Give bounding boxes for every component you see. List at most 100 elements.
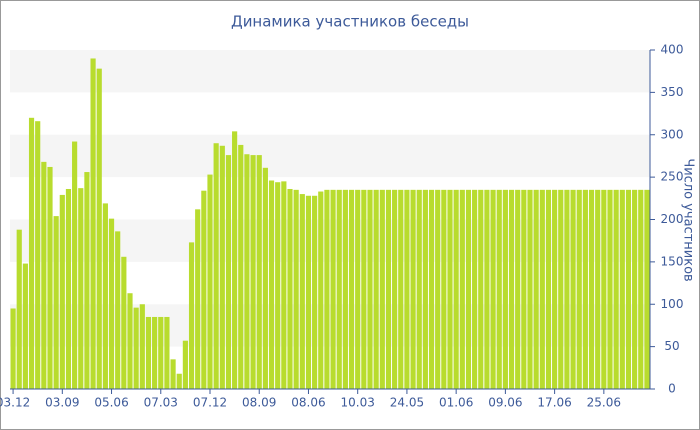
bar (108, 218, 115, 389)
bar (545, 189, 552, 389)
bar (312, 195, 318, 389)
bar (164, 316, 170, 389)
bar (238, 144, 244, 389)
bar (275, 182, 281, 389)
bar (348, 189, 355, 389)
chart-title: Динамика участников беседы (231, 13, 469, 31)
bar (225, 155, 232, 389)
y-tick-label: 150 (661, 254, 684, 268)
bar (416, 189, 422, 389)
bar (53, 216, 59, 389)
bar (459, 189, 465, 389)
bar (133, 307, 139, 389)
bar (564, 189, 570, 389)
bar (201, 190, 207, 389)
bar (515, 189, 521, 389)
bar (72, 141, 78, 389)
bar (588, 189, 595, 389)
x-tick-label: 25.06 (587, 396, 621, 410)
bar (410, 189, 416, 389)
bar (632, 189, 638, 389)
bar (472, 189, 478, 389)
y-tick-label: 350 (661, 85, 684, 99)
bar (262, 167, 268, 389)
bar (96, 68, 102, 390)
bar (115, 231, 121, 389)
bar (490, 189, 496, 389)
x-tick-label: 24.05 (390, 396, 424, 410)
bar (152, 316, 158, 389)
bar (318, 191, 324, 389)
y-tick-label: 300 (661, 127, 684, 141)
x-tick-label: 10.03 (341, 396, 375, 410)
bar (379, 189, 385, 389)
bar (613, 189, 619, 389)
y-tick-label: 50 (664, 339, 679, 353)
bar (336, 189, 342, 389)
bar (35, 121, 41, 389)
bar (361, 189, 367, 389)
bar (268, 180, 275, 389)
bar (281, 181, 287, 389)
bar (213, 143, 219, 389)
y-tick-label: 400 (661, 43, 684, 57)
bar (435, 189, 441, 389)
x-tick-label: 03.12 (0, 396, 30, 410)
bar (59, 194, 65, 389)
bar (330, 189, 336, 389)
bar (305, 195, 312, 389)
y-axis-title: Число участников (681, 158, 696, 281)
bar (158, 316, 164, 389)
bar (527, 189, 533, 389)
bar (176, 373, 182, 389)
bar (90, 58, 96, 389)
bar (508, 189, 515, 389)
bar (244, 154, 250, 389)
bar (182, 340, 188, 389)
bar (441, 189, 447, 389)
y-tick-label: 0 (668, 382, 676, 396)
x-tick-label: 07.03 (144, 396, 178, 410)
x-tick-label: 05.06 (94, 396, 128, 410)
bar (644, 189, 650, 389)
bar (521, 189, 527, 389)
bar (219, 145, 225, 389)
x-tick-label: 09.06 (488, 396, 522, 410)
bar (121, 256, 127, 389)
bar (373, 189, 379, 389)
bar (78, 188, 84, 389)
bar (404, 189, 410, 389)
bar (127, 293, 133, 389)
bar (232, 131, 238, 390)
bar (299, 194, 305, 389)
bar (324, 189, 330, 389)
bar (502, 189, 508, 389)
bar (22, 263, 28, 389)
x-tick-label: 17.06 (537, 396, 571, 410)
bar (28, 117, 35, 390)
x-tick-label: 01.06 (439, 396, 473, 410)
grid-band (10, 50, 650, 93)
bar (10, 308, 16, 389)
y-tick-label: 200 (661, 212, 684, 226)
bar (342, 189, 348, 389)
bar (619, 189, 625, 389)
bar (552, 189, 558, 389)
bar (447, 189, 453, 389)
bar (84, 172, 90, 389)
bar (601, 189, 607, 389)
bar (496, 189, 502, 389)
bar (539, 189, 545, 389)
x-tick-label: 08.06 (291, 396, 325, 410)
bar (65, 188, 72, 389)
bar (188, 242, 195, 389)
x-tick-label: 07.12 (193, 396, 227, 410)
bar (595, 189, 601, 389)
y-tick-label: 250 (661, 170, 684, 184)
x-tick-label: 03.09 (45, 396, 79, 410)
bar (385, 189, 392, 389)
grid-band (10, 134, 650, 178)
bar (428, 189, 435, 389)
bar (47, 166, 53, 389)
bar (453, 189, 459, 389)
